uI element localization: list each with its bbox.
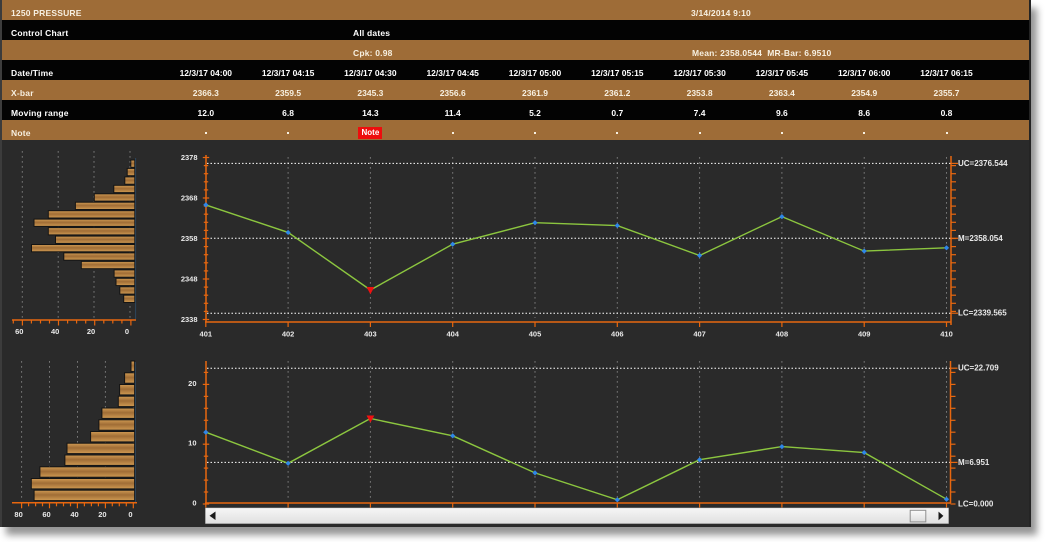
svg-text:M=6.951: M=6.951	[958, 458, 990, 467]
svg-text:40: 40	[70, 510, 78, 519]
svg-text:20: 20	[87, 327, 95, 336]
svg-text:UC=22.709: UC=22.709	[958, 364, 999, 373]
svg-text:2378: 2378	[181, 153, 198, 162]
svg-text:LC=2339.565: LC=2339.565	[958, 309, 1007, 318]
svg-text:408: 408	[776, 330, 789, 339]
svg-text:410: 410	[940, 330, 953, 339]
svg-text:UC=2376.544: UC=2376.544	[958, 159, 1008, 168]
svg-text:40: 40	[51, 327, 59, 336]
svg-text:2348: 2348	[181, 275, 198, 284]
svg-text:LC=0.000: LC=0.000	[958, 500, 994, 509]
svg-text:0: 0	[128, 510, 132, 519]
svg-text:10: 10	[188, 439, 196, 448]
svg-text:2338: 2338	[181, 315, 198, 324]
svg-text:401: 401	[200, 330, 213, 339]
svg-text:0: 0	[192, 499, 196, 508]
svg-text:0: 0	[125, 327, 129, 336]
svg-text:60: 60	[42, 510, 50, 519]
svg-text:M=2358.054: M=2358.054	[958, 234, 1003, 243]
svg-text:20: 20	[98, 510, 106, 519]
svg-text:409: 409	[858, 330, 871, 339]
svg-text:407: 407	[693, 330, 706, 339]
svg-text:20: 20	[188, 379, 196, 388]
svg-text:404: 404	[446, 330, 459, 339]
svg-text:405: 405	[529, 330, 542, 339]
svg-text:406: 406	[611, 330, 624, 339]
svg-text:2358: 2358	[181, 234, 198, 243]
svg-text:2368: 2368	[181, 194, 198, 203]
svg-text:402: 402	[282, 330, 295, 339]
svg-text:403: 403	[364, 330, 377, 339]
svg-text:80: 80	[14, 510, 22, 519]
svg-text:60: 60	[15, 327, 23, 336]
